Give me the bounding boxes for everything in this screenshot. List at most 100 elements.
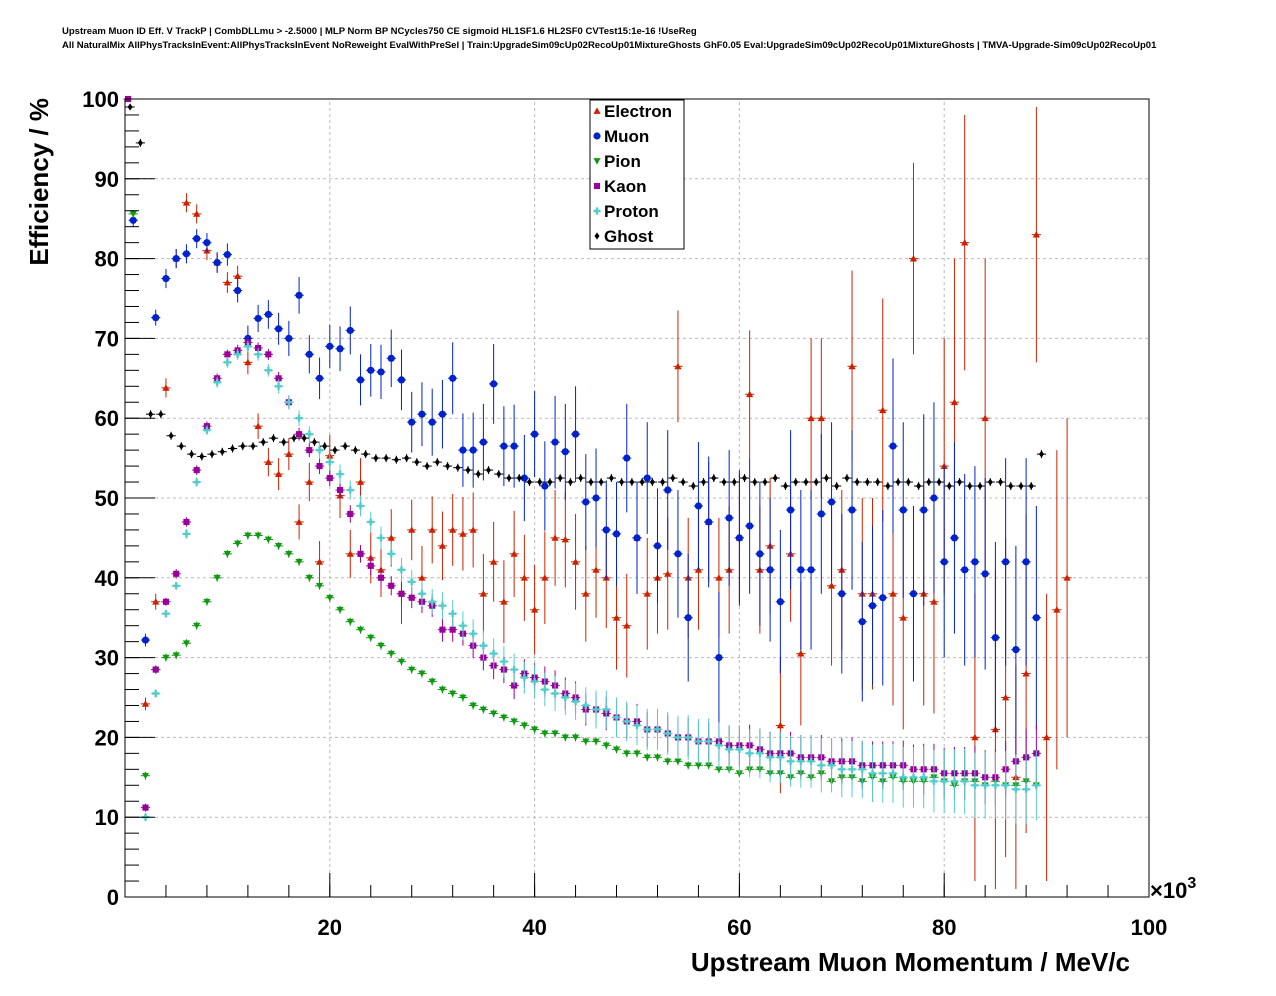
- data-point-proton: [203, 426, 211, 434]
- x-tick-label: 40: [522, 915, 546, 940]
- data-point-electron: [1002, 693, 1010, 701]
- data-point-proton: [643, 725, 651, 734]
- data-point-ghost: [742, 474, 748, 482]
- data-point-muon: [346, 326, 354, 335]
- data-point-electron: [418, 574, 426, 581]
- data-point-ghost: [547, 478, 553, 486]
- data-point-kaon: [265, 351, 272, 358]
- data-point-muon: [397, 376, 406, 384]
- data-point-ghost: [363, 450, 369, 458]
- data-point-ghost: [332, 446, 338, 454]
- data-point-electron: [848, 362, 856, 370]
- legend: Electron Muon Pion Kaon Proton Ghost: [589, 99, 685, 250]
- data-point-pion: [602, 742, 610, 749]
- data-point-pion: [141, 772, 150, 780]
- data-point-pion: [275, 543, 283, 550]
- data-point-electron: [961, 239, 969, 246]
- data-point-proton: [684, 733, 692, 741]
- data-point-proton: [592, 705, 600, 714]
- data-point-muon: [735, 534, 744, 542]
- data-point-muon: [203, 239, 211, 247]
- y-tick-label: 80: [95, 247, 119, 272]
- data-point-pion: [193, 622, 201, 630]
- data-point-muon: [827, 498, 836, 506]
- data-point-ghost: [588, 478, 594, 486]
- data-point-ghost: [260, 438, 266, 446]
- data-point-muon: [582, 498, 590, 506]
- data-point-ghost: [445, 462, 451, 470]
- legend-marker-muon: [593, 132, 601, 140]
- data-point-ghost: [752, 478, 758, 486]
- data-point-proton: [182, 530, 191, 538]
- data-point-pion: [705, 762, 713, 769]
- data-point-ghost: [537, 478, 543, 486]
- data-point-muon: [275, 325, 283, 333]
- data-point-electron: [664, 570, 672, 577]
- data-point-pion: [305, 574, 313, 582]
- data-point-pion: [582, 738, 590, 745]
- legend-label-proton: Proton: [604, 202, 659, 221]
- data-point-electron: [223, 278, 231, 286]
- data-point-muon: [520, 474, 528, 482]
- data-point-proton: [438, 602, 447, 610]
- data-point-muon: [746, 522, 754, 530]
- data-point-ghost: [393, 456, 399, 464]
- data-point-ghost: [383, 454, 389, 462]
- x-tick-label: 20: [318, 915, 342, 940]
- data-point-pion: [418, 670, 426, 678]
- data-point-electron: [449, 526, 457, 533]
- data-point-ghost: [178, 442, 184, 450]
- data-point-proton: [920, 773, 928, 781]
- data-point-ghost: [680, 478, 686, 486]
- data-point-muon: [776, 598, 784, 606]
- data-point-electron: [1053, 606, 1061, 613]
- data-point-ghost: [649, 478, 655, 486]
- data-point-proton: [551, 689, 559, 698]
- data-point-ghost: [772, 474, 778, 482]
- data-point-electron: [1022, 669, 1030, 677]
- data-point-muon: [797, 566, 805, 574]
- data-point-muon: [234, 286, 242, 295]
- data-point-electron: [295, 518, 303, 525]
- data-point-ghost: [137, 139, 143, 147]
- data-point-kaon: [173, 570, 180, 577]
- data-point-proton: [797, 757, 805, 765]
- data-point-proton: [633, 721, 641, 730]
- data-point-pion: [674, 758, 682, 765]
- data-point-ghost: [1008, 482, 1014, 490]
- data-point-proton: [879, 769, 887, 777]
- data-point-muon: [961, 566, 969, 574]
- data-point-electron: [490, 558, 498, 565]
- y-tick-label: 10: [95, 805, 119, 830]
- data-point-proton: [950, 777, 959, 785]
- data-point-proton: [172, 582, 180, 590]
- data-point-proton: [1002, 781, 1010, 789]
- series-ghost: [125, 103, 1047, 491]
- data-point-electron: [387, 534, 395, 541]
- data-point-ghost: [148, 410, 154, 418]
- data-point-pion: [387, 650, 395, 658]
- data-point-proton: [500, 657, 508, 666]
- data-point-pion: [129, 211, 137, 218]
- data-point-muon: [715, 654, 723, 662]
- data-point-pion: [551, 730, 559, 738]
- data-point-proton: [1032, 781, 1040, 789]
- data-point-proton: [193, 478, 201, 486]
- data-point-pion: [397, 658, 406, 666]
- data-point-ghost: [660, 478, 666, 486]
- data-point-ghost: [895, 478, 901, 486]
- data-point-proton: [1012, 785, 1020, 793]
- data-point-kaon: [296, 431, 303, 438]
- data-point-ghost: [199, 452, 205, 461]
- data-point-proton: [961, 777, 969, 785]
- data-point-muon: [971, 558, 979, 566]
- data-point-muon: [787, 506, 795, 514]
- data-point-pion: [735, 770, 743, 777]
- data-point-proton: [623, 717, 631, 726]
- data-point-electron: [1063, 574, 1071, 581]
- data-point-proton: [725, 745, 733, 753]
- data-point-ghost: [578, 474, 584, 482]
- data-point-kaon: [388, 582, 395, 589]
- data-point-electron: [469, 526, 477, 533]
- data-point-proton: [674, 733, 682, 741]
